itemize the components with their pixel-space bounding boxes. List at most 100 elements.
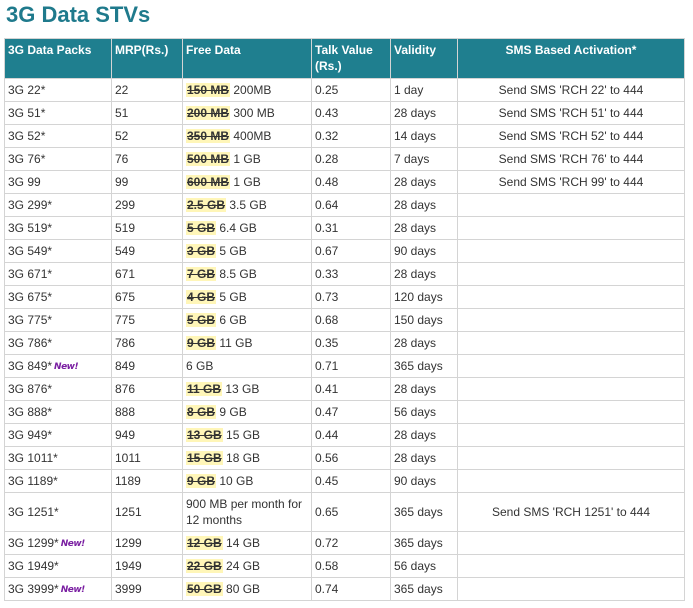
new-data-value: 1 GB <box>233 175 261 189</box>
validity-cell: 14 days <box>391 125 457 147</box>
table-row: 3G 1949* 1949 22 GB 24 GB 0.58 56 days <box>5 555 684 577</box>
validity-value: 28 days <box>394 267 437 281</box>
free-data-cell: 600 MB 1 GB <box>183 171 311 193</box>
pack-name: 3G 1299* <box>8 535 59 550</box>
new-data-value: 80 GB <box>226 582 261 596</box>
validity-cell: 365 days <box>391 532 457 554</box>
pack-cell: 3G 519* <box>5 217 111 239</box>
pack-name: 3G 3999* <box>8 581 59 596</box>
validity-cell: 365 days <box>391 493 457 531</box>
talk-value-cell: 0.48 <box>312 171 390 193</box>
old-data-struck: 13 GB <box>186 428 223 442</box>
talk-value-cell: 0.68 <box>312 309 390 331</box>
table-row: 3G 51* 51 200 MB 300 MB 0.43 28 days Send SMS… <box>5 102 684 124</box>
validity-cell: 28 days <box>391 194 457 216</box>
talk-value: 0.31 <box>315 221 339 235</box>
table-row: 3G 1299* New! 1299 12 GB 14 GB 0.72 365 days <box>5 532 684 554</box>
old-data-struck: 50 GB <box>186 582 223 596</box>
sms-activation-cell <box>458 401 684 423</box>
new-data-value: 200MB <box>233 83 272 97</box>
mrp-value: 949 <box>115 428 136 442</box>
old-data-struck: 200 MB <box>186 106 231 120</box>
pack-cell: 3G 888* <box>5 401 111 423</box>
pack-cell: 3G 76* <box>5 148 111 170</box>
mrp-cell: 675 <box>112 286 182 308</box>
talk-value: 0.74 <box>315 582 339 596</box>
talk-value: 0.73 <box>315 290 339 304</box>
validity-value: 28 days <box>394 382 437 396</box>
free-data-cell: 4 GB 5 GB <box>183 286 311 308</box>
talk-value: 0.67 <box>315 244 339 258</box>
pack-name: 3G 52* <box>8 129 46 143</box>
new-data-value: 400MB <box>233 129 272 143</box>
talk-value: 0.44 <box>315 428 339 442</box>
new-data-value: 6 GB <box>186 359 214 373</box>
mrp-cell: 99 <box>112 171 182 193</box>
sms-activation-cell: Send SMS 'RCH 22' to 444 <box>458 79 684 101</box>
new-data-value: 900 MB per month for 12 months <box>186 497 303 527</box>
talk-value-cell: 0.35 <box>312 332 390 354</box>
mrp-cell: 671 <box>112 263 182 285</box>
mrp-value: 1299 <box>115 536 142 550</box>
old-data-struck: 9 GB <box>186 474 217 488</box>
new-data-value: 11 GB <box>219 336 253 350</box>
free-data-cell: 500 MB 1 GB <box>183 148 311 170</box>
mrp-value: 549 <box>115 244 136 258</box>
free-data-cell: 5 GB 6 GB <box>183 309 311 331</box>
pack-name: 3G 1251* <box>8 505 59 519</box>
pack-name: 3G 675* <box>8 290 53 304</box>
validity-value: 365 days <box>394 536 443 550</box>
sms-activation-cell <box>458 217 684 239</box>
pack-cell: 3G 671* <box>5 263 111 285</box>
new-data-value: 300 MB <box>233 106 275 120</box>
free-data-cell: 5 GB 6.4 GB <box>183 217 311 239</box>
free-data-cell: 2.5 GB 3.5 GB <box>183 194 311 216</box>
pack-cell: 3G 22* <box>5 79 111 101</box>
talk-value-cell: 0.41 <box>312 378 390 400</box>
sms-activation-text: Send SMS 'RCH 76' to 444 <box>498 152 644 166</box>
validity-value: 28 days <box>394 106 437 120</box>
talk-value: 0.48 <box>315 175 339 189</box>
pack-name: 3G 888* <box>8 405 53 419</box>
sms-activation-cell <box>458 355 684 377</box>
new-badge: New! <box>60 538 86 549</box>
pack-name: 3G 1949* <box>8 559 59 573</box>
mrp-value: 849 <box>115 359 136 373</box>
table-row: 3G 949* 949 13 GB 15 GB 0.44 28 days <box>5 424 684 446</box>
mrp-value: 51 <box>115 106 129 120</box>
sms-activation-cell <box>458 240 684 262</box>
validity-value: 28 days <box>394 451 437 465</box>
mrp-cell: 1189 <box>112 470 182 492</box>
talk-value-cell: 0.31 <box>312 217 390 239</box>
talk-value-cell: 0.33 <box>312 263 390 285</box>
old-data-struck: 150 MB <box>186 83 231 97</box>
sms-activation-cell <box>458 286 684 308</box>
validity-value: 28 days <box>394 198 437 212</box>
free-data-cell: 150 MB 200MB <box>183 79 311 101</box>
validity-cell: 120 days <box>391 286 457 308</box>
validity-cell: 1 day <box>391 79 457 101</box>
validity-value: 28 days <box>394 221 437 235</box>
pack-name: 3G 76* <box>8 152 46 166</box>
free-data-cell: 900 MB per month for 12 months <box>183 493 311 531</box>
mrp-cell: 51 <box>112 102 182 124</box>
talk-value: 0.28 <box>315 152 339 166</box>
pack-cell: 3G 1011* <box>5 447 111 469</box>
table-row: 3G 786* 786 9 GB 11 GB 0.35 28 days <box>5 332 684 354</box>
table-row: 3G 1011* 1011 15 GB 18 GB 0.56 28 days <box>5 447 684 469</box>
mrp-value: 1189 <box>115 474 141 488</box>
talk-value: 0.32 <box>315 129 339 143</box>
pack-name: 3G 22* <box>8 83 46 97</box>
pack-name: 3G 775* <box>8 313 53 327</box>
table-row: 3G 52* 52 350 MB 400MB 0.32 14 days Send SMS … <box>5 125 684 147</box>
mrp-cell: 22 <box>112 79 182 101</box>
validity-cell: 28 days <box>391 263 457 285</box>
pack-cell: 3G 1251* <box>5 493 111 531</box>
validity-value: 28 days <box>394 428 437 442</box>
old-data-struck: 9 GB <box>186 336 217 350</box>
talk-value-cell: 0.73 <box>312 286 390 308</box>
pack-name: 3G 1189* <box>8 474 58 488</box>
old-data-struck: 15 GB <box>186 451 223 465</box>
pack-name: 3G 786* <box>8 336 53 350</box>
validity-cell: 150 days <box>391 309 457 331</box>
